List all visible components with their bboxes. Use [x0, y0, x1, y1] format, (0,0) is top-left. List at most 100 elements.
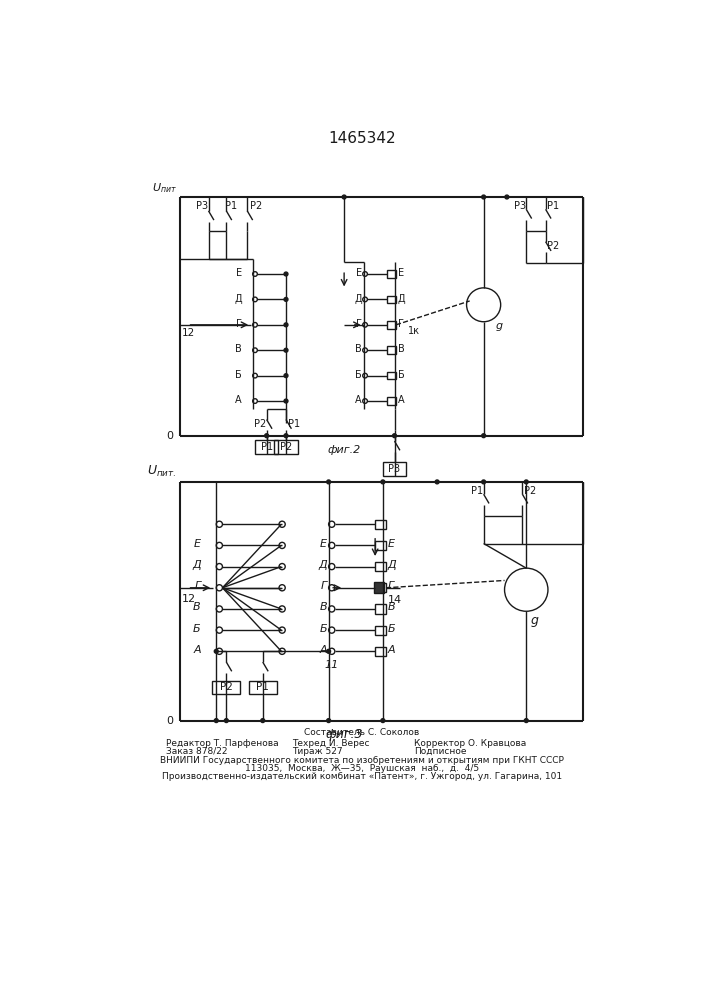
Circle shape: [381, 480, 385, 484]
Text: Г: Г: [236, 319, 242, 329]
Bar: [387, 296, 396, 303]
Bar: [375, 626, 386, 635]
Text: Р2: Р2: [255, 419, 267, 429]
Circle shape: [284, 399, 288, 403]
Text: Е: Е: [320, 539, 327, 549]
Text: Б: Б: [320, 624, 327, 634]
Circle shape: [327, 719, 331, 723]
Text: 12: 12: [182, 328, 195, 338]
Text: Заказ 878/22: Заказ 878/22: [166, 747, 228, 756]
Bar: [274, 440, 298, 454]
Circle shape: [261, 719, 264, 723]
Text: Р2: Р2: [524, 486, 536, 496]
Text: Р1: Р1: [472, 486, 484, 496]
Bar: [387, 321, 396, 329]
Bar: [375, 562, 386, 571]
Text: Р1: Р1: [225, 201, 237, 211]
Text: Производственно-издательский комбинат «Патент», г. Ужгород, ул. Гагарина, 101: Производственно-издательский комбинат «П…: [162, 772, 562, 781]
Text: В: В: [387, 602, 395, 612]
Bar: [387, 372, 396, 379]
Text: Корректор О. Кравцова: Корректор О. Кравцова: [414, 739, 526, 748]
Text: Б: Б: [397, 370, 404, 380]
Text: 14: 14: [387, 595, 402, 605]
Bar: [387, 346, 396, 354]
Text: Р1: Р1: [288, 419, 300, 429]
Circle shape: [525, 480, 528, 484]
Text: Б: Б: [193, 624, 201, 634]
Text: Е: Е: [356, 268, 362, 278]
Text: фиг.2: фиг.2: [327, 445, 361, 455]
Circle shape: [481, 195, 486, 199]
Text: 11: 11: [325, 660, 339, 670]
Circle shape: [284, 272, 288, 276]
Circle shape: [214, 649, 218, 653]
Text: Редактор Т. Парфенова: Редактор Т. Парфенова: [166, 739, 279, 748]
Text: $U_{пит}$: $U_{пит}$: [152, 181, 177, 195]
Text: Е: Е: [194, 539, 201, 549]
Text: Е: Е: [387, 539, 395, 549]
Bar: [255, 440, 279, 454]
Circle shape: [224, 719, 228, 723]
Text: Р1: Р1: [257, 682, 269, 692]
Bar: [387, 397, 396, 405]
Text: А: А: [193, 645, 201, 655]
Text: Е: Е: [235, 268, 242, 278]
Text: ВНИИПИ Государственного комитета по изобретениям и открытиям при ГКНТ СССР: ВНИИПИ Государственного комитета по изоб…: [160, 756, 564, 765]
Text: Р1: Р1: [261, 442, 273, 452]
Text: Составитель С. Соколов: Составитель С. Соколов: [304, 728, 419, 737]
Circle shape: [505, 195, 509, 199]
Text: Г: Г: [194, 581, 201, 591]
Bar: [375, 520, 386, 529]
Circle shape: [284, 297, 288, 301]
Text: 113035,  Москва,  Ж—35,  Раушская  наб.,  д.  4/5: 113035, Москва, Ж—35, Раушская наб., д. …: [245, 764, 479, 773]
Bar: [387, 270, 396, 278]
Bar: [375, 583, 386, 592]
Text: А: А: [356, 395, 362, 405]
Text: Д: Д: [387, 560, 397, 570]
Text: Д: Д: [397, 294, 405, 304]
Text: В: В: [397, 344, 404, 354]
Text: Тираж 527: Тираж 527: [292, 747, 343, 756]
Text: Г: Г: [397, 319, 404, 329]
Text: 1к: 1к: [409, 326, 421, 336]
Circle shape: [342, 195, 346, 199]
Text: Р2: Р2: [220, 682, 233, 692]
Text: В: В: [235, 344, 242, 354]
Text: Р3: Р3: [196, 201, 209, 211]
Text: Б: Б: [387, 624, 395, 634]
Text: Б: Б: [235, 370, 242, 380]
Text: Р3: Р3: [514, 201, 526, 211]
Bar: [375, 541, 386, 550]
Circle shape: [327, 480, 331, 484]
Circle shape: [264, 434, 269, 438]
Text: Подписное: Подписное: [414, 747, 467, 756]
Text: 1465342: 1465342: [328, 131, 396, 146]
Circle shape: [525, 719, 528, 723]
Circle shape: [327, 649, 331, 653]
Bar: [249, 681, 276, 694]
Circle shape: [214, 719, 218, 723]
Bar: [375, 647, 386, 656]
Text: Г: Г: [321, 581, 327, 591]
Text: А: А: [320, 645, 327, 655]
Text: Г: Г: [387, 581, 394, 591]
Circle shape: [481, 480, 486, 484]
Text: А: А: [397, 395, 404, 405]
Text: В: В: [320, 602, 327, 612]
Text: Д: Д: [354, 294, 362, 304]
Text: Д: Д: [192, 560, 201, 570]
Circle shape: [284, 348, 288, 352]
Text: 0: 0: [167, 716, 174, 726]
Text: В: В: [193, 602, 201, 612]
Circle shape: [284, 323, 288, 327]
Bar: [383, 462, 406, 476]
Text: Техред И. Верес: Техред И. Верес: [292, 739, 370, 748]
Text: Р2: Р2: [280, 442, 292, 452]
Text: 0: 0: [167, 431, 174, 441]
Text: Б: Б: [355, 370, 362, 380]
Text: Е: Е: [397, 268, 404, 278]
Text: Р3: Р3: [388, 464, 401, 474]
Bar: [373, 582, 385, 593]
Text: А: А: [235, 395, 242, 405]
Text: А: А: [387, 645, 395, 655]
